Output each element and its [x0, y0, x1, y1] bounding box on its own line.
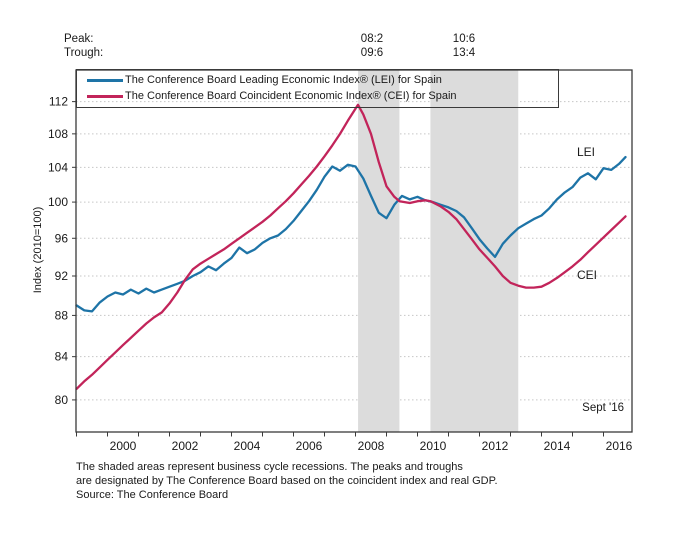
recession1-peak-value: 08:2 [360, 33, 384, 45]
footnote-line2: are designated by The Conference Board b… [76, 475, 498, 487]
legend-label-lei: The Conference Board Leading Economic In… [125, 74, 442, 86]
x-tick-label-2000: 2000 [110, 439, 137, 453]
x-tick-label-2006: 2006 [296, 439, 323, 453]
x-tick-label-2004: 2004 [234, 439, 261, 453]
plot-background [76, 70, 632, 432]
legend: The Conference Board Leading Economic In… [76, 69, 559, 108]
cei-series-label: CEI [577, 268, 598, 282]
y-tick-label-92: 92 [55, 269, 69, 283]
y-tick-label-80: 80 [55, 393, 69, 407]
y-tick-label-88: 88 [55, 308, 69, 322]
y-tick-label-84: 84 [55, 350, 69, 364]
y-tick-label-100: 100 [48, 195, 68, 209]
recession2-peak-value: 10:6 [452, 33, 476, 45]
x-tick-label-2010: 2010 [420, 439, 447, 453]
cei-series-line [75, 103, 627, 391]
footnote-line1: The shaded areas represent business cycl… [76, 461, 463, 473]
legend-label-cei: The Conference Board Coincident Economic… [125, 90, 457, 102]
cei-line-swatch [87, 95, 123, 98]
latest-data-label: Sept '16 [582, 402, 624, 414]
x-tick-label-2014: 2014 [544, 439, 571, 453]
y-axis-title: Index (2010=100) [32, 206, 44, 294]
legend-item-cei: The Conference Board Coincident Economic… [77, 88, 558, 104]
recession2-trough-value: 13:4 [452, 47, 476, 59]
footnote-source: Source: The Conference Board [76, 489, 229, 501]
legend-item-lei: The Conference Board Leading Economic In… [77, 72, 558, 88]
plot-border [75, 69, 633, 433]
lei-series-line [75, 155, 627, 313]
y-tick-label-108: 108 [48, 127, 68, 141]
peak-row-label: Peak: [64, 33, 94, 45]
y-tick-label-104: 104 [48, 160, 68, 174]
recession-band-1 [358, 70, 400, 432]
y-tick-label-96: 96 [55, 231, 69, 245]
x-tick-label-2008: 2008 [358, 439, 385, 453]
x-tick-label-2016: 2016 [606, 439, 633, 453]
recession1-trough-value: 09:6 [360, 47, 384, 59]
trough-row-label: Trough: [64, 47, 104, 59]
recession-band-2 [430, 70, 519, 432]
lei-series-label: LEI [577, 145, 596, 159]
x-tick-label-2002: 2002 [172, 439, 199, 453]
lei-line-swatch [87, 79, 123, 82]
x-tick-label-2012: 2012 [482, 439, 509, 453]
y-tick-label-112: 112 [49, 95, 68, 109]
